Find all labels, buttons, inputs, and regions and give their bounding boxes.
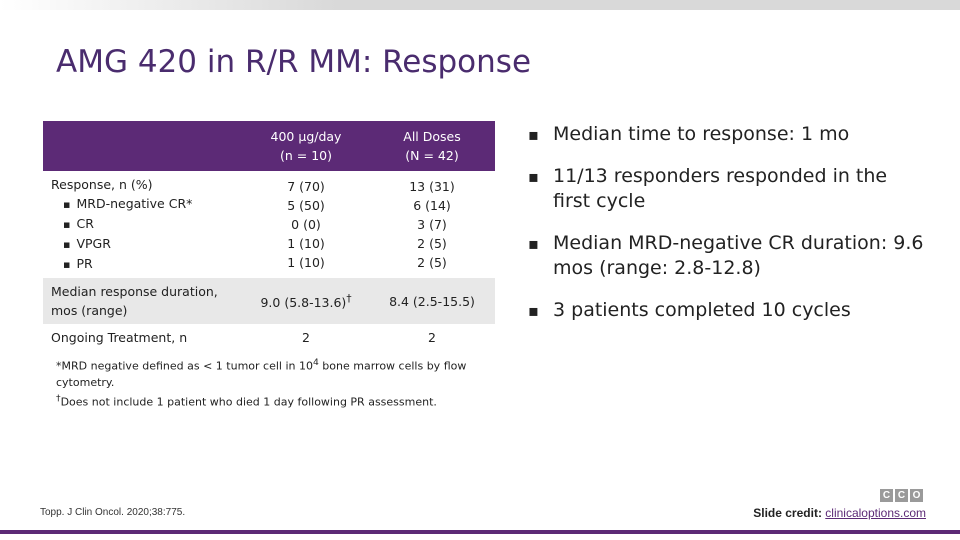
table-row-duration: Median response duration, mos (range) 9.… <box>43 278 495 324</box>
cell-response-400: 7 (70) 5 (50) 0 (0) 1 (10) 1 (10) <box>287 179 325 270</box>
row-label-ongoing: Ongoing Treatment, n <box>51 330 188 345</box>
sub-item-mrd-negative-cr: MRD-negative CR* <box>51 194 239 214</box>
sub-item-cr: CR <box>51 214 239 234</box>
bullet-first-cycle: 11/13 responders responded in the first … <box>528 164 928 214</box>
row-label-response: Response, n (%) MRD-negative CR* CR VPGR… <box>43 171 243 278</box>
logo-letter: O <box>910 489 923 502</box>
table-header-row: 400 µg/day (n = 10) All Doses (N = 42) <box>43 121 495 171</box>
slide-title: AMG 420 in R/R MM: Response <box>56 44 532 80</box>
sub-item-pr: PR <box>51 254 239 274</box>
bullet-cr-duration: Median MRD-negative CR duration: 9.6 mos… <box>528 231 928 281</box>
cell-ongoing-400: 2 <box>302 330 310 345</box>
bullet-time-to-response: Median time to response: 1 mo <box>528 122 928 147</box>
cco-logo: C C O <box>880 489 923 502</box>
credit-link[interactable]: clinicaloptions.com <box>825 506 926 520</box>
logo-letter: C <box>895 489 908 502</box>
sub-item-vpgr: VPGR <box>51 234 239 254</box>
table-row-response: Response, n (%) MRD-negative CR* CR VPGR… <box>43 171 495 278</box>
footnotes: *MRD negative defined as < 1 tumor cell … <box>56 355 496 410</box>
header-cell-400: 400 µg/day (n = 10) <box>243 121 369 171</box>
header-cell-label <box>43 121 243 171</box>
cell-ongoing-all: 2 <box>428 330 436 345</box>
cell-duration-400: 9.0 (5.8-13.6)† <box>243 278 369 324</box>
slide-credit: Slide credit: clinicaloptions.com <box>753 506 926 520</box>
cell-duration-all: 8.4 (2.5-15.5) <box>369 278 495 324</box>
bullet-cycles-completed: 3 patients completed 10 cycles <box>528 298 928 323</box>
key-points-list: Median time to response: 1 mo 11/13 resp… <box>528 122 928 323</box>
citation: Topp. J Clin Oncol. 2020;38:775. <box>40 507 186 518</box>
footnote-dagger: †Does not include 1 patient who died 1 d… <box>56 392 437 409</box>
credit-label: Slide credit: <box>753 506 822 520</box>
header-cell-all-doses: All Doses (N = 42) <box>369 121 495 171</box>
footnote-mrd: *MRD negative defined as < 1 tumor cell … <box>56 357 467 389</box>
response-table: 400 µg/day (n = 10) All Doses (N = 42) R… <box>43 121 495 351</box>
table-row-ongoing: Ongoing Treatment, n 2 2 <box>43 324 495 351</box>
dagger-mark: † <box>346 292 352 305</box>
row-label-duration: Median response duration, mos (range) <box>43 278 243 324</box>
bottom-accent-bar <box>0 530 960 534</box>
top-gradient-bar <box>0 0 960 10</box>
cell-response-all: 13 (31) 6 (14) 3 (7) 2 (5) 2 (5) <box>409 179 455 270</box>
logo-letter: C <box>880 489 893 502</box>
